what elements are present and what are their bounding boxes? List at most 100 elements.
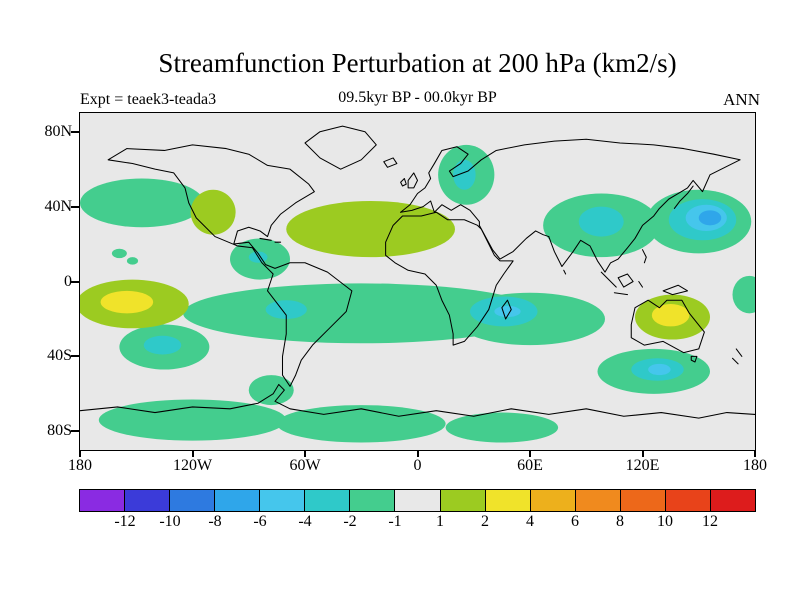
coast-philippines bbox=[641, 249, 647, 264]
lon-tick-label: 60W bbox=[289, 457, 321, 474]
lon-tick-label: 180 bbox=[68, 457, 92, 474]
coast-india-east-asia bbox=[548, 159, 741, 273]
season-label: ANN bbox=[723, 90, 760, 109]
anomaly-blob-tropical-indian-inner bbox=[494, 305, 521, 318]
anomaly-contours bbox=[80, 144, 755, 443]
colorbar-cell bbox=[710, 490, 755, 511]
lat-tick bbox=[71, 205, 79, 208]
coast-new-guinea bbox=[662, 284, 689, 296]
anomaly-blob-antarctic-east bbox=[445, 412, 559, 443]
anomaly-blob-north-atlantic-europe bbox=[286, 200, 455, 258]
colorbar-cell bbox=[215, 490, 261, 511]
colorbar-tick-label: -2 bbox=[343, 513, 357, 530]
colorbar-cell bbox=[620, 490, 666, 511]
lat-tick-label: 80S bbox=[47, 422, 72, 440]
colorbar-cell bbox=[305, 490, 351, 511]
colorbar-tick-label: -1 bbox=[388, 513, 402, 530]
lat-tick bbox=[71, 130, 79, 133]
lon-tick-label: 0 bbox=[413, 457, 422, 474]
colorbar-cell bbox=[440, 490, 486, 511]
coast-ireland bbox=[400, 178, 407, 187]
colorbar-tick-label: 2 bbox=[481, 513, 489, 530]
coast-sulawesi bbox=[638, 280, 644, 288]
lon-tick bbox=[79, 451, 81, 457]
lon-tick-label: 120E bbox=[625, 457, 660, 474]
anomaly-blob-southeast-of-australia-inner bbox=[648, 363, 671, 376]
lon-tick bbox=[754, 451, 756, 457]
coast-australia bbox=[630, 299, 705, 354]
colorbar-tick-label: 8 bbox=[616, 513, 624, 530]
anomaly-blob-south-pacific-core bbox=[143, 335, 182, 355]
lon-tick-label: 60E bbox=[517, 457, 543, 474]
anomaly-blob-south-tropical-band-atlantic bbox=[183, 283, 540, 344]
colorbar-tick-label: 1 bbox=[436, 513, 444, 530]
coast-sri-lanka bbox=[563, 269, 567, 275]
coast-cuba bbox=[259, 237, 272, 241]
map-panel bbox=[79, 112, 756, 451]
plot-title: Streamfunction Perturbation at 200 hPa (… bbox=[158, 48, 677, 78]
colorbar-cell bbox=[395, 490, 441, 511]
colorbar-tick-label: -4 bbox=[298, 513, 312, 530]
colorbar-tick-label: 12 bbox=[702, 513, 718, 530]
lat-tick bbox=[71, 280, 79, 283]
lon-tick bbox=[416, 451, 419, 457]
coast-eurasia-north bbox=[400, 138, 741, 213]
coast-americas bbox=[107, 144, 353, 387]
coast-java bbox=[613, 292, 629, 296]
colorbar-cell bbox=[530, 490, 576, 511]
lat-tick bbox=[71, 355, 79, 358]
coast-arabia bbox=[478, 224, 550, 260]
anomaly-blob-antarctic-central bbox=[276, 405, 446, 443]
colorbar-cell bbox=[80, 490, 126, 511]
coastlines bbox=[80, 125, 755, 419]
lon-tick bbox=[529, 451, 531, 457]
colorbar-cell bbox=[665, 490, 711, 511]
lon-tick-label: 120W bbox=[172, 457, 213, 474]
anomaly-blob-north-pacific-spot-2 bbox=[126, 257, 139, 265]
colorbar-tick-label: 10 bbox=[657, 513, 673, 530]
lon-tick bbox=[304, 451, 306, 457]
lat-tick-label: 80N bbox=[44, 122, 72, 140]
lat-tick-label: 40S bbox=[47, 347, 72, 365]
anomaly-blob-australia-core bbox=[651, 303, 690, 327]
anomaly-blob-scandinavia-core bbox=[453, 159, 476, 190]
anomaly-blob-western-north-america bbox=[190, 189, 236, 235]
lat-tick bbox=[71, 430, 79, 433]
colorbar-tick-label: -6 bbox=[253, 513, 267, 530]
colorbar-tick-label: -12 bbox=[114, 513, 136, 530]
experiment-label: Expt = teaek3-teada3 bbox=[80, 91, 217, 108]
colorbar-tick-label: -8 bbox=[208, 513, 222, 530]
coast-africa bbox=[385, 211, 514, 346]
lon-tick bbox=[641, 451, 644, 457]
coast-britain bbox=[407, 172, 419, 189]
colorbar-cell bbox=[170, 490, 216, 511]
colorbar-tick-label: 4 bbox=[526, 513, 534, 530]
anomaly-blob-west-pacific-equator bbox=[732, 275, 755, 314]
anomaly-blob-central-asia-core bbox=[578, 206, 624, 237]
anomaly-blob-antarctic-west bbox=[98, 399, 287, 441]
colorbar-tick-label: 6 bbox=[571, 513, 579, 530]
lat-tick-label: 0 bbox=[64, 272, 72, 290]
anomaly-blob-tropical-atlantic-core bbox=[265, 300, 307, 319]
lat-tick-label: 40N bbox=[44, 197, 72, 215]
colorbar-tick-label: -10 bbox=[159, 513, 181, 530]
coast-madagascar bbox=[501, 299, 512, 320]
colorbar-cell bbox=[350, 490, 396, 511]
coast-antarctica bbox=[80, 383, 755, 419]
lon-tick bbox=[191, 451, 194, 457]
coast-mediterranean-europe bbox=[400, 200, 480, 226]
coast-borneo bbox=[617, 273, 634, 288]
colorbar-cell bbox=[260, 490, 306, 511]
anomaly-blob-north-pacific-west bbox=[80, 178, 204, 228]
anomaly-blob-antarctic-peninsula bbox=[248, 375, 294, 406]
lon-tick-label: 180 bbox=[743, 457, 767, 474]
colorbar-cell bbox=[575, 490, 621, 511]
anomaly-blob-north-pacific-spot-1 bbox=[111, 248, 127, 259]
colorbar-cell bbox=[485, 490, 531, 511]
coast-greenland bbox=[304, 125, 377, 170]
coast-new-zealand bbox=[731, 348, 743, 365]
coast-sumatra bbox=[600, 271, 617, 288]
colorbar bbox=[79, 489, 756, 512]
coast-iceland bbox=[383, 157, 398, 168]
anomaly-blob-northwest-pacific-innermost bbox=[698, 210, 722, 226]
